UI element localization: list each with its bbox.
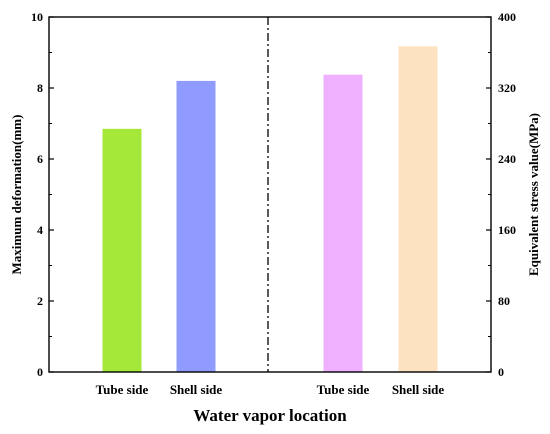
bar-stress-shell-side: [398, 46, 438, 372]
left-tick-label: 8: [37, 81, 43, 95]
category-label-left-shell-side: Shell side: [170, 382, 223, 397]
right-tick-label: 160: [498, 223, 516, 237]
category-label-right-shell-side: Shell side: [392, 382, 445, 397]
left-axis-ticks: 0 2 4 6 8 10: [31, 10, 54, 379]
right-tick-label: 320: [498, 81, 516, 95]
left-tick-label: 0: [37, 365, 43, 379]
left-tick-label: 10: [31, 10, 43, 24]
bar-deformation-tube-side: [102, 128, 142, 372]
left-tick-label: 2: [37, 294, 43, 308]
right-tick-label: 0: [498, 365, 504, 379]
right-tick-label: 240: [498, 152, 516, 166]
category-label-left-tube-side: Tube side: [96, 382, 149, 397]
left-tick-label: 4: [37, 223, 43, 237]
bar-stress-tube-side: [323, 74, 363, 372]
bars-layer: [102, 46, 438, 373]
bar-deformation-shell-side: [176, 80, 216, 373]
right-axis-ticks: 0 80 160 240 320 400: [486, 10, 516, 379]
x-axis-title: Water vapor location: [193, 406, 347, 425]
left-axis-title: Maximum deformation(mm): [9, 115, 24, 275]
right-tick-label: 80: [498, 294, 510, 308]
left-tick-label: 6: [37, 152, 43, 166]
category-label-right-tube-side: Tube side: [317, 382, 370, 397]
category-labels: Tube side Shell side Tube side Shell side: [96, 382, 445, 397]
right-tick-label: 400: [498, 10, 516, 24]
right-axis-title: Equivalent stress value(MPa): [526, 113, 541, 276]
